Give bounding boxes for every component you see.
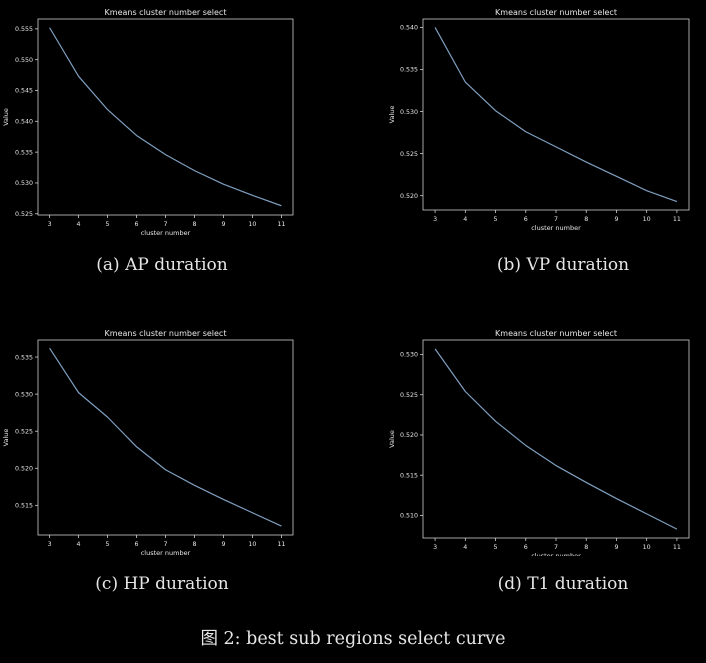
- x-tick-label: 5: [494, 544, 498, 551]
- x-tick-label: 11: [277, 541, 285, 548]
- subcaption-vp: (b) VP duration: [496, 255, 630, 275]
- y-tick-label: 0.535: [15, 354, 33, 361]
- chart-svg-hp: Kmeans cluster number select 3 4 5 6 7 8 9 10 11 0…: [2, 329, 294, 556]
- x-tick-label: 8: [192, 541, 196, 548]
- chart-title: Kmeans cluster number select: [495, 329, 617, 338]
- y-tick-label: 0.535: [400, 67, 418, 74]
- x-tick-label: 4: [463, 216, 467, 223]
- subcaption-ap: (a) AP duration: [96, 255, 228, 275]
- x-tick-label: 6: [524, 216, 528, 223]
- x-tick-label: 8: [584, 544, 588, 551]
- y-tick-label: 0.520: [400, 432, 418, 439]
- x-tick-label: 9: [614, 544, 618, 551]
- y-tick-label: 0.510: [400, 513, 418, 520]
- chart-panel-t1: Kmeans cluster number select 3 4 5 6 7 8 9 10 11 0…: [386, 324, 696, 556]
- x-axis-label: cluster number: [141, 549, 191, 556]
- y-tick-label: 0.535: [15, 149, 33, 156]
- y-tick-label: 0.525: [15, 428, 33, 435]
- x-tick-label: 4: [463, 544, 467, 551]
- y-tick-label: 0.515: [400, 472, 418, 479]
- x-tick-label: 10: [248, 221, 256, 228]
- x-tick-label: 3: [48, 221, 52, 228]
- y-tick-label: 0.545: [15, 88, 33, 95]
- y-tick-label: 0.550: [15, 57, 33, 64]
- y-tick-label: 0.540: [400, 25, 418, 32]
- x-tick-label: 11: [277, 221, 285, 228]
- chart-panel-vp: Kmeans cluster number select 3 4 5 6 7 8 9 10 11 0…: [386, 4, 696, 236]
- chart-panel-hp: Kmeans cluster number select 3 4 5 6 7 8 9 10 11 0…: [0, 324, 300, 556]
- figure-caption: 图 2: best sub regions select curve: [200, 629, 506, 649]
- plot-frame: [37, 339, 294, 536]
- x-tick-label: 6: [135, 221, 139, 228]
- y-axis-label: Value: [388, 430, 396, 448]
- x-tick-label: 4: [77, 221, 81, 228]
- y-tick-label: 0.525: [400, 151, 418, 158]
- y-tick-label: 0.520: [15, 465, 33, 472]
- y-tick-label: 0.530: [400, 109, 418, 116]
- x-tick-label: 5: [106, 541, 110, 548]
- y-tick-label: 0.515: [15, 503, 33, 510]
- x-tick-label: 10: [643, 544, 651, 551]
- chart-title: Kmeans cluster number select: [495, 8, 617, 17]
- x-tick-label: 9: [221, 541, 225, 548]
- subcaption-hp: (c) HP duration: [95, 574, 229, 594]
- x-tick-label: 10: [643, 216, 651, 223]
- y-axis-label: Value: [388, 106, 396, 124]
- x-tick-label: 3: [433, 216, 437, 223]
- chart-svg-vp: Kmeans cluster number select 3 4 5 6 7 8 9 10 11 0…: [388, 8, 690, 232]
- x-tick-label: 5: [494, 216, 498, 223]
- y-tick-label: 0.555: [15, 26, 33, 33]
- x-axis-label: cluster number: [141, 229, 191, 236]
- x-tick-label: 7: [163, 541, 167, 548]
- y-axis-label: Value: [2, 429, 10, 447]
- x-tick-label: 11: [673, 544, 681, 551]
- x-tick-label: 6: [524, 544, 528, 551]
- y-tick-label: 0.525: [15, 211, 33, 218]
- subcaption-t1: (d) T1 duration: [497, 574, 629, 594]
- x-tick-label: 9: [614, 216, 618, 223]
- x-tick-label: 10: [248, 541, 256, 548]
- x-tick-label: 6: [135, 541, 139, 548]
- series-line: [49, 347, 282, 527]
- y-axis-label: Value: [2, 108, 10, 126]
- x-axis-label: cluster number: [531, 224, 581, 232]
- y-tick-label: 0.530: [15, 180, 33, 187]
- y-tick-label: 0.520: [400, 193, 418, 200]
- x-tick-label: 3: [433, 544, 437, 551]
- chart-title: Kmeans cluster number select: [105, 8, 227, 17]
- plot-frame: [422, 339, 690, 539]
- x-tick-label: 8: [584, 216, 588, 223]
- x-tick-label: 9: [221, 221, 225, 228]
- chart-svg-t1: Kmeans cluster number select 3 4 5 6 7 8 9 10 11 0…: [388, 329, 690, 556]
- x-axis-label: cluster number: [531, 552, 581, 556]
- chart-title: Kmeans cluster number select: [105, 329, 227, 338]
- y-tick-label: 0.530: [400, 352, 418, 359]
- chart-svg-ap: Kmeans cluster number select 3 4 5 6 7 8 9 10 11 0…: [2, 8, 294, 236]
- x-tick-label: 8: [192, 221, 196, 228]
- x-tick-label: 7: [163, 221, 167, 228]
- plot-frame: [37, 18, 294, 216]
- x-tick-label: 7: [554, 544, 558, 551]
- series-line: [434, 27, 678, 203]
- y-tick-label: 0.530: [15, 391, 33, 398]
- x-tick-label: 4: [77, 541, 81, 548]
- series-line: [49, 27, 282, 207]
- x-tick-label: 11: [673, 216, 681, 223]
- x-tick-label: 5: [106, 221, 110, 228]
- chart-panel-ap: Kmeans cluster number select 3 4 5 6 7 8 9 10 11 0…: [0, 4, 300, 236]
- x-tick-label: 3: [48, 541, 52, 548]
- plot-frame: [422, 18, 690, 211]
- series-line: [434, 348, 678, 530]
- y-tick-label: 0.525: [400, 392, 418, 399]
- x-tick-label: 7: [554, 216, 558, 223]
- y-tick-label: 0.540: [15, 119, 33, 126]
